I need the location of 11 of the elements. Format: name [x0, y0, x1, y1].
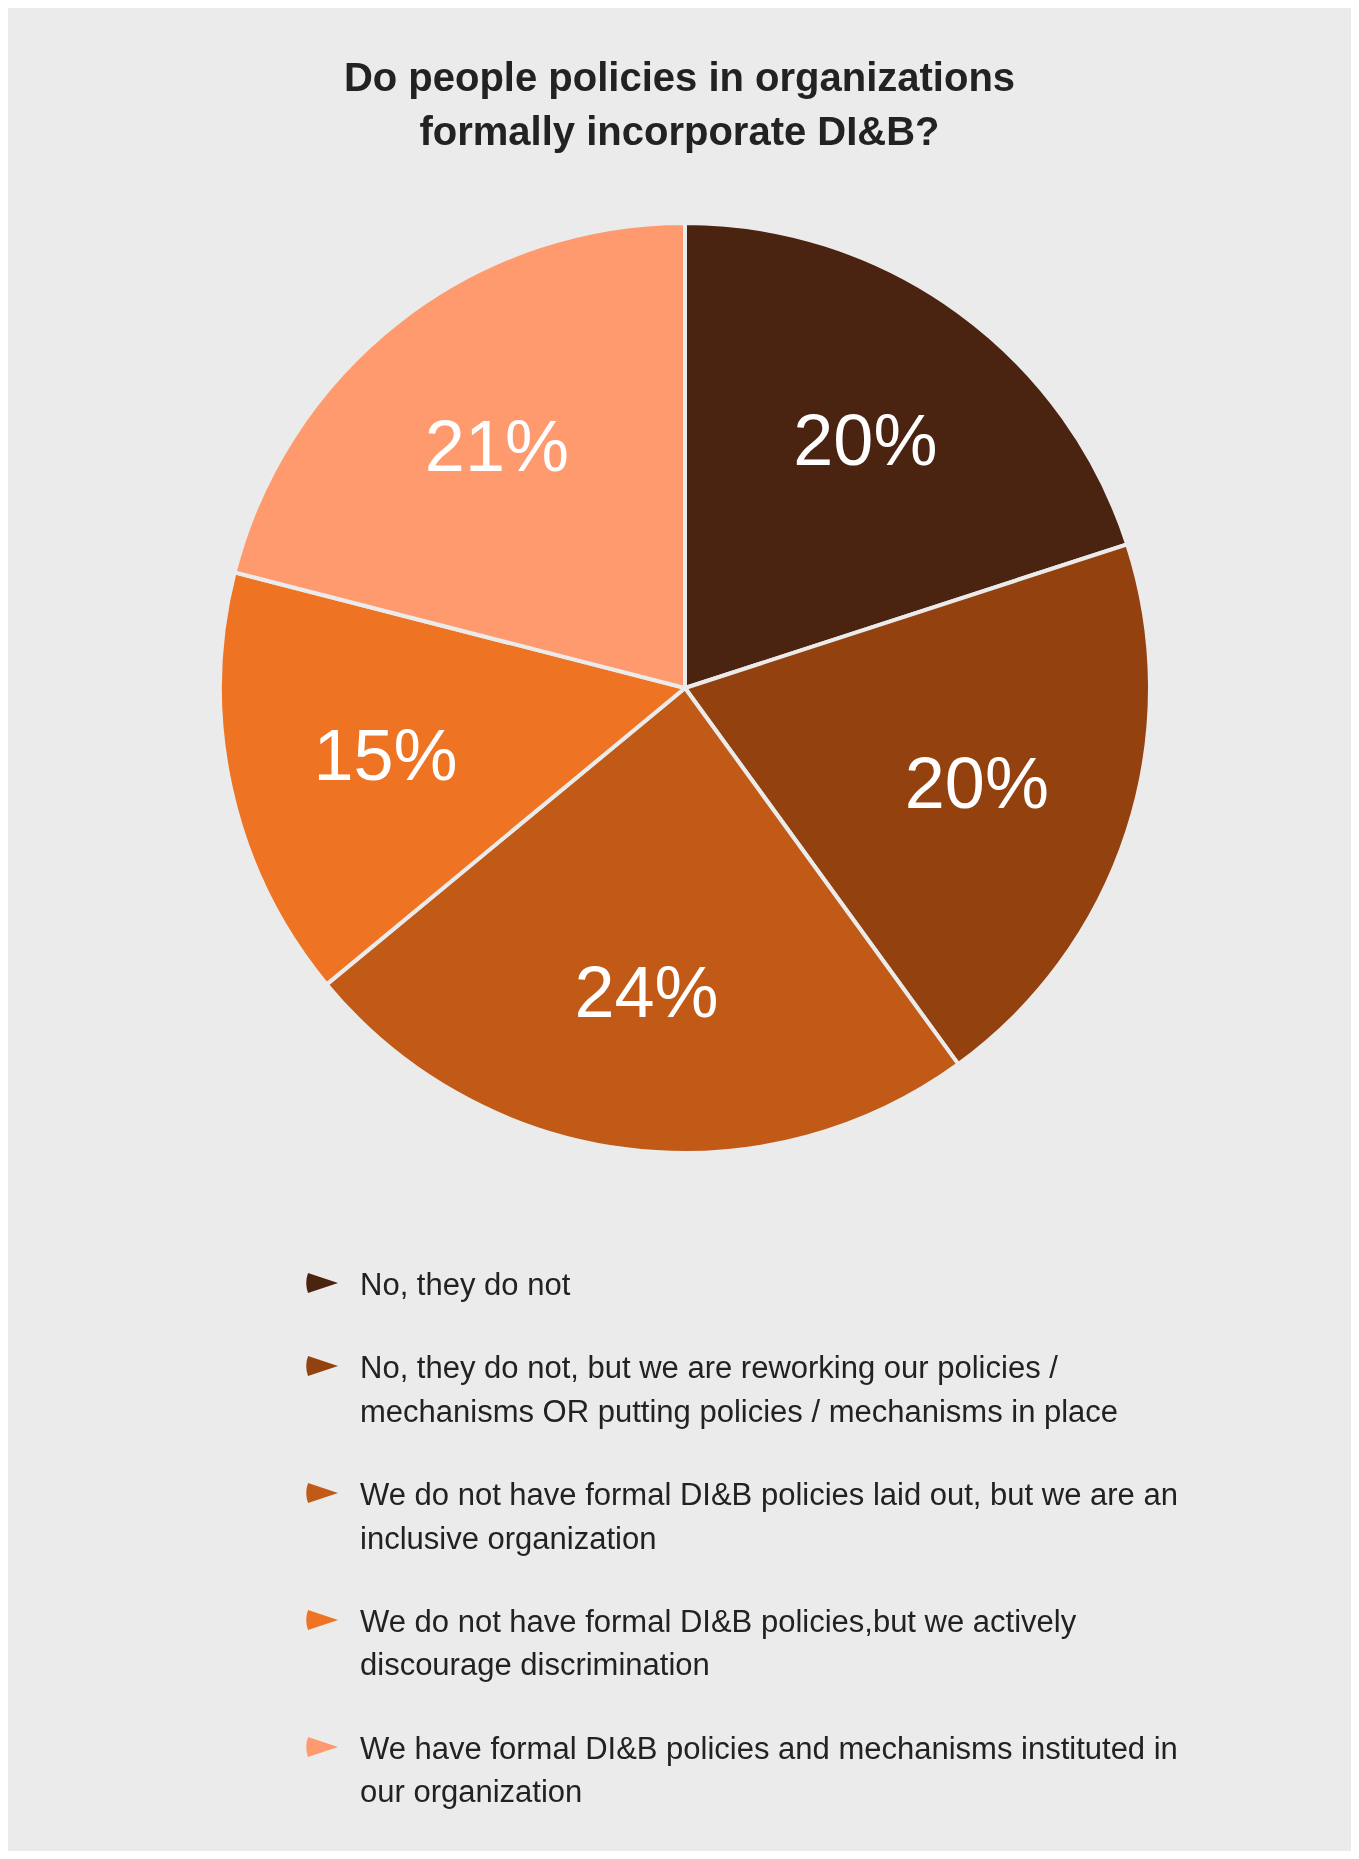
legend-label: No, they do not, but we are reworking our policies / mechanisms OR putting policies / mechanisms in place: [360, 1349, 1120, 1431]
data-label: 20%: [904, 742, 1049, 823]
data-label: 21%: [424, 405, 569, 486]
legend-label: We do not have formal DI&B policies laid out, but we are an inclusive organization: [360, 1476, 1179, 1558]
legend-label: No, they do not: [360, 1266, 571, 1304]
data-label: 24%: [574, 952, 719, 1033]
legend-label: We do not have formal DI&B policies,but we actively discourage discrimination: [360, 1602, 1078, 1685]
chart-title: Do people policies in organizations formally incorporate DI&B?: [342, 54, 1017, 155]
data-label: 15%: [313, 714, 458, 795]
legend-label: We have formal DI&B policies and mechanisms instituted in our organization: [360, 1729, 1179, 1812]
data-label: 20%: [793, 399, 938, 480]
